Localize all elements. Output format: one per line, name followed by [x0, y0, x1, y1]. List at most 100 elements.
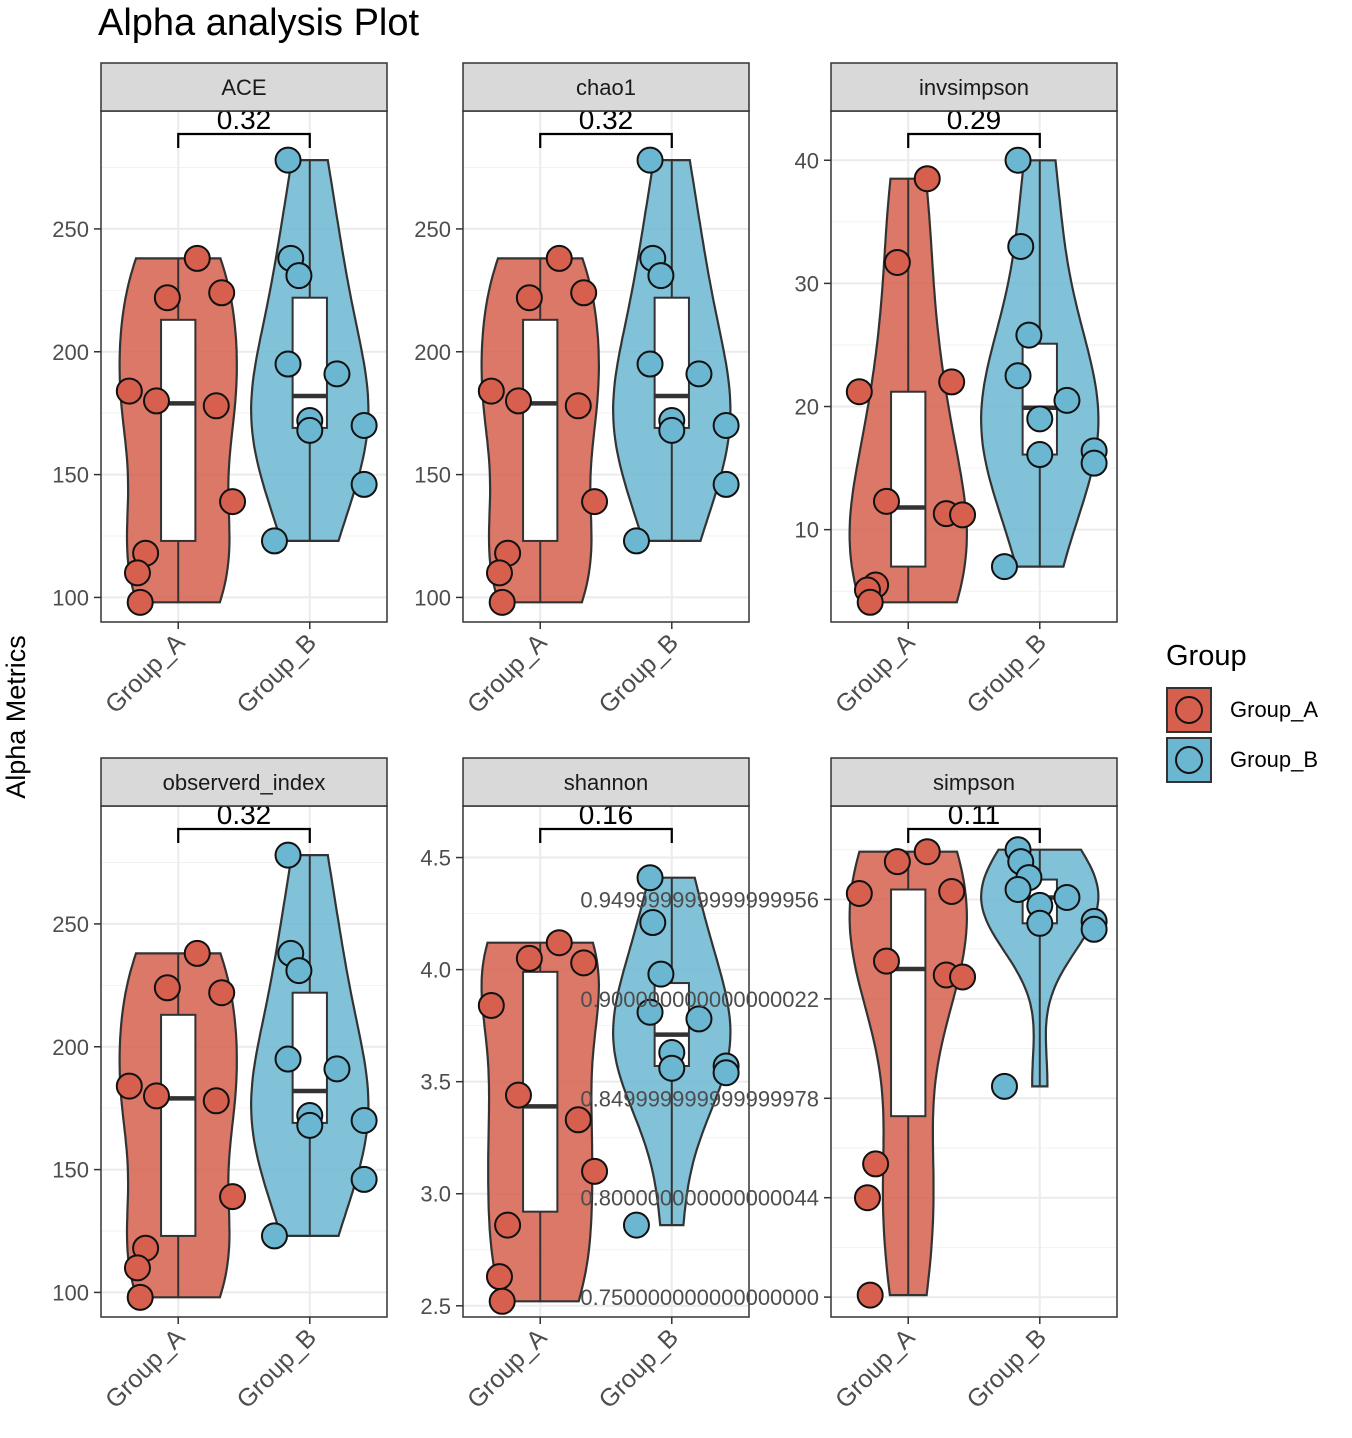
panel-ace-group-a-point	[115, 377, 143, 405]
panel-invsimpson-x-tick-label: Group_A	[830, 628, 921, 719]
legend-item-group-b: Group_B	[1166, 735, 1318, 785]
panel-invsimpson-y-tick-label: 30	[795, 271, 819, 296]
panel-invsimpson-strip	[830, 62, 1118, 112]
panel-simpson-y-tick-label: 0.750000000000000000	[580, 1285, 819, 1310]
panel-chao1-group-b-point	[636, 146, 664, 174]
panel-shannon-significance-bracket	[539, 827, 673, 843]
panel-observerd-index-group-b-point	[350, 1165, 378, 1193]
panel-simpson-x-tick-label: Group_A	[830, 1323, 921, 1414]
panel-chao1-strip-label: chao1	[576, 75, 636, 100]
panel-shannon-group-b-point	[636, 998, 664, 1026]
legend-dot-group-b	[1175, 746, 1203, 774]
panel-ace-group-b-point	[274, 146, 302, 174]
panel-invsimpson-group-b-point	[1004, 362, 1032, 390]
panel-chao1-group-b-point	[685, 360, 713, 388]
panel-chao1-y-tick-label: 100	[414, 585, 451, 610]
legend: Group Group_A Group_B	[1166, 640, 1318, 785]
panel-chao1-group-b-point	[658, 416, 686, 444]
panel-invsimpson-group-b-point	[990, 553, 1018, 581]
panel-simpson-significance-bracket	[907, 827, 1041, 843]
panel-observerd-index-group-b-point	[260, 1222, 288, 1250]
panel-observerd-index-group-a-point	[142, 1082, 170, 1110]
panel-observerd-index-x-tick-label: Group_A	[100, 1323, 191, 1414]
panel-shannon-group-a-point	[485, 1263, 513, 1291]
panel-ace-group-b-point	[350, 411, 378, 439]
panel-shannon-group-a-point	[504, 1081, 532, 1109]
panel-observerd-index-group-a-box	[160, 1013, 197, 1237]
panel-simpson-y-tick-label: 0.900000000000000022	[580, 987, 819, 1012]
panel-invsimpson-group-b-box	[1021, 342, 1058, 456]
panel-observerd-index-y-tick-label: 200	[52, 1035, 89, 1060]
panel-invsimpson-y-tick-label: 40	[795, 148, 819, 173]
panel-observerd-index-group-a-point	[202, 1087, 230, 1115]
panel-observerd-index-group-a-point	[153, 974, 181, 1002]
panel-shannon-group-a-point	[581, 1157, 609, 1185]
panel-chao1-y-tick-label: 200	[414, 340, 451, 365]
panel-observerd-index-y-tick-label: 100	[52, 1280, 89, 1305]
panel-invsimpson-group-a-point	[938, 368, 966, 396]
panel-chao1-x-tick-label: Group_A	[462, 628, 553, 719]
panel-ace-group-b-point	[323, 360, 351, 388]
panel-observerd-index-group-a-point	[115, 1072, 143, 1100]
legend-key-group-a	[1166, 687, 1212, 733]
panel-chao1-y-tick-label: 150	[414, 463, 451, 488]
panel-chao1-group-b-point	[636, 350, 664, 378]
panel-observerd-index-strip	[100, 757, 388, 807]
panel-simpson-group-a-point	[938, 877, 966, 905]
panel-chao1-group-b-point	[712, 470, 740, 498]
panel-invsimpson-x-tick-label: Group_B	[961, 628, 1052, 719]
panel-simpson-group-a-point	[913, 838, 941, 866]
panel-invsimpson-group-b-point	[1026, 405, 1054, 433]
panel-invsimpson-group-a-box	[890, 390, 927, 568]
panel-ace-x-tick-label: Group_A	[100, 628, 191, 719]
panel-observerd-index-group-a-point	[219, 1183, 247, 1211]
panel-shannon-group-b-point	[639, 909, 667, 937]
panel-shannon-strip	[462, 757, 750, 807]
panel-simpson-group-a-point	[853, 1184, 881, 1212]
panel-shannon-group-a-point	[488, 1287, 516, 1315]
panel-ace-group-a-point	[208, 279, 236, 307]
panel-invsimpson-group-a-point	[856, 588, 884, 616]
panel-observerd-index-significance-bracket	[177, 827, 311, 843]
panel-observerd-index-group-b-point	[274, 1045, 302, 1073]
panel-chao1-group-b-point	[712, 411, 740, 439]
panel-invsimpson-group-b-point	[1015, 321, 1043, 349]
panel-ace-y-tick-label: 100	[52, 585, 89, 610]
panel-ace-group-b-point	[260, 527, 288, 555]
panel-chao1-group-a-point	[504, 387, 532, 415]
panel-invsimpson-group-b-point	[1026, 441, 1054, 469]
panel-invsimpson-group-a-point	[883, 248, 911, 276]
panel-observerd-index-group-a-point	[123, 1254, 151, 1282]
panel-shannon-group-b-point	[685, 1005, 713, 1033]
panel-ace-group-a-box	[160, 318, 197, 542]
panel-shannon-group-a-point	[515, 944, 543, 972]
panel-simpson-y-tick-label: 0.849999999999999978	[580, 1086, 819, 1111]
panel-ace-strip-label: ACE	[221, 75, 266, 100]
panel-ace-group-a-point	[153, 284, 181, 312]
panel-chao1-x-tick-label: Group_B	[593, 628, 684, 719]
panel-simpson-y-tick-label: 0.949999999999999956	[580, 887, 819, 912]
panel-simpson-group-b-point	[1080, 915, 1108, 943]
panel-invsimpson-significance-bracket	[907, 132, 1041, 148]
panel-chao1-group-a-point	[485, 559, 513, 587]
panel-shannon-x-tick-label: Group_A	[462, 1323, 553, 1414]
panel-observerd-index-group-b-point	[285, 957, 313, 985]
legend-dot-group-a	[1175, 696, 1203, 724]
panel-observerd-index-group-a-point	[126, 1283, 154, 1311]
panel-observerd-index-group-b-point	[323, 1055, 351, 1083]
panel-chao1-group-a-point	[545, 244, 573, 272]
panel-ace-group-a-point	[183, 244, 211, 272]
panel-shannon-strip-label: shannon	[564, 770, 648, 795]
panel-shannon-y-tick-label: 4.0	[420, 958, 451, 983]
panel-chao1-group-a-point	[570, 279, 598, 307]
panel-ace-strip	[100, 62, 388, 112]
panel-shannon-y-tick-label: 3.5	[420, 1070, 451, 1095]
panel-chao1-group-a-box	[522, 318, 559, 542]
panel-invsimpson-group-a-point	[845, 378, 873, 406]
panel-invsimpson-y-tick-label: 10	[795, 518, 819, 543]
panel-simpson-group-b-point	[1053, 883, 1081, 911]
